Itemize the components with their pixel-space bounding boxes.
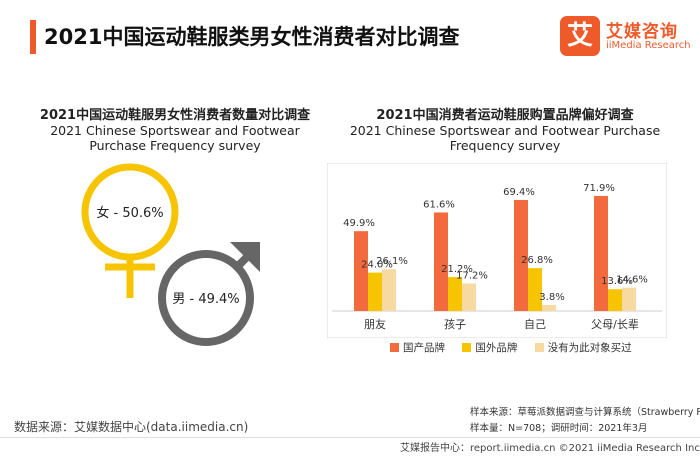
legend-label-none: 没有为此对象买过 — [547, 342, 632, 354]
bar-foreign-1 — [368, 272, 382, 311]
male-symbol-icon — [158, 242, 260, 346]
female-symbol-icon — [81, 163, 179, 298]
data-source: 数据来源：艾媒数据中心(data.iimedia.cn) — [14, 420, 249, 434]
female-share-label: 女 - 50.6% — [96, 205, 163, 221]
legend-item-foreign: 国外品牌 — [462, 340, 517, 355]
brand-preference-chart: 49.9% 24.0%26.1% 朋友 61.6% 21.2%17.2% 孩子 69.4% 2… — [327, 163, 667, 338]
value-label-none-3: 3.8% — [539, 292, 564, 303]
bar-none-1 — [382, 269, 396, 311]
bar-none-4 — [622, 287, 636, 311]
bar-foreign-2 — [448, 277, 462, 311]
category-label-3: 自己 — [524, 318, 546, 331]
footer-bar — [0, 437, 700, 456]
bar-domestic-3 — [514, 199, 528, 311]
bar-none-2 — [462, 283, 476, 311]
category-label-2: 孩子 — [444, 318, 466, 331]
brand-chart-title-block: 2021中国消费者运动鞋服购置品牌偏好调查 2021 Chinese Sport… — [345, 108, 665, 153]
logo-mark: 艾 — [560, 16, 600, 56]
gender-chart-subtitle: 2021 Chinese Sportswear and Footwear Pur… — [50, 123, 300, 153]
brand-chart-title: 2021中国消费者运动鞋服购置品牌偏好调查 — [376, 108, 634, 123]
gender-chart-title-block: 2021中国运动鞋服男女性消费者数量对比调查 2021 Chinese Spor… — [20, 108, 330, 153]
legend-swatch-none — [534, 343, 544, 352]
title-accent-bar — [30, 20, 36, 54]
category-label-1: 朋友 — [364, 317, 386, 331]
legend-swatch-foreign — [462, 343, 472, 352]
legend-label-domestic: 国产品牌 — [403, 342, 445, 354]
iimedia-logo: 艾 艾媒咨询 iiMedia Research — [560, 14, 691, 60]
value-label-domestic-2: 61.6% — [423, 199, 455, 210]
category-label-4: 父母/长辈 — [591, 317, 639, 331]
bar-domestic-2 — [434, 212, 448, 311]
value-label-none-1: 26.1% — [376, 256, 408, 267]
chart-legend: 国产品牌 国外品牌 没有为此对象买过 — [390, 340, 646, 355]
gender-chart-title: 2021中国运动鞋服男女性消费者数量对比调查 — [39, 108, 311, 123]
gender-chart: 女 - 50.6% 男 - 49.4% — [81, 163, 260, 346]
value-label-foreign-4: 13.6% — [601, 276, 633, 287]
male-share-label: 男 - 49.4% — [172, 292, 239, 307]
value-label-none-2: 17.2% — [456, 270, 488, 281]
value-label-domestic-4: 71.9% — [583, 183, 615, 194]
sample-source-note: 样本来源：草莓派数据调查与计算系统（Strawberry Pie） — [470, 407, 700, 418]
bar-domestic-4 — [594, 195, 608, 311]
chart-frame — [327, 163, 667, 338]
bar-domestic-1 — [354, 231, 368, 311]
legend-item-domestic: 国产品牌 — [390, 340, 445, 355]
legend-label-foreign: 国外品牌 — [475, 342, 518, 354]
value-label-foreign-3: 26.8% — [521, 255, 553, 266]
bar-none-3 — [542, 304, 556, 311]
value-label-domestic-1: 49.9% — [343, 218, 375, 229]
brand-chart-subtitle: 2021 Chinese Sportswear and Footwear Pur… — [349, 123, 661, 153]
legend-swatch-domestic — [390, 343, 399, 352]
value-label-none-4: 14.6% — [616, 275, 648, 286]
value-label-domestic-3: 69.4% — [503, 187, 535, 198]
bar-foreign-3 — [528, 268, 542, 311]
legend-item-none: 没有为此对象买过 — [534, 340, 632, 355]
logo-name-cn: 艾媒咨询 — [606, 22, 678, 42]
logo-name-en: iiMedia Research — [606, 40, 691, 51]
bar-foreign-4 — [608, 289, 622, 311]
footer-text: 艾媒报告中心：report.iimedia.cn ©2021 iiMedia R… — [400, 443, 700, 454]
value-label-foreign-1: 24.0% — [361, 260, 393, 271]
page-title: 2021中国运动鞋服类男女性消费者对比调查 — [44, 25, 460, 49]
sample-size-note: 样本量：N=708；调研时间：2021年3月 — [470, 423, 648, 434]
value-label-foreign-2: 21.2% — [441, 264, 473, 275]
bar-series-group: 49.9% 24.0%26.1% 朋友 61.6% 21.2%17.2% 孩子 69.4% 2… — [343, 183, 648, 331]
